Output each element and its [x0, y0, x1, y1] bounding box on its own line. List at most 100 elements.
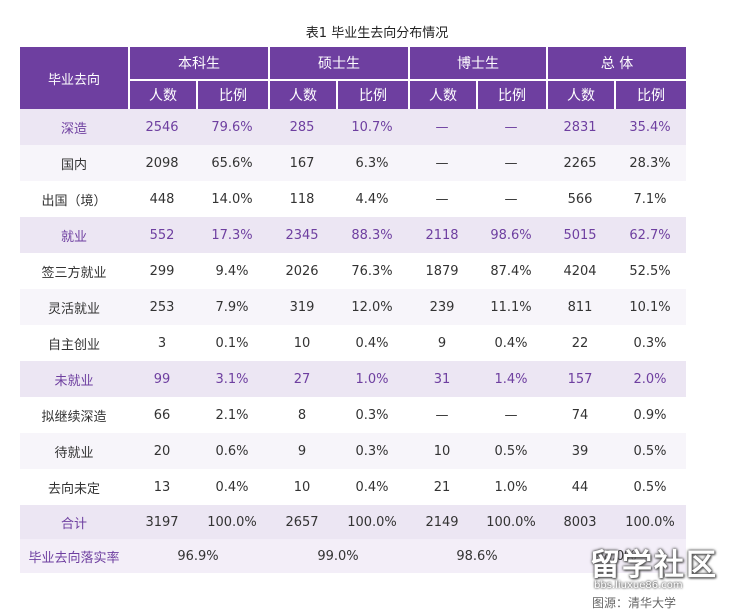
ratio-cell: 3.1% — [196, 361, 268, 397]
watermark-main: 留学社区 — [590, 548, 718, 583]
ratio-cell: 98.6% — [476, 217, 546, 253]
ratio-cell: 12.0% — [336, 289, 408, 325]
ratio-cell: 0.3% — [336, 433, 408, 469]
count-cell: 552 — [128, 217, 196, 253]
count-cell: 2098 — [128, 145, 196, 181]
count-cell: 4204 — [546, 253, 614, 289]
ratio-cell: 100.0% — [476, 505, 546, 539]
table-row: 自主创业 3 0.1% 10 0.4% 9 0.4% 22 0.3% — [20, 325, 687, 361]
count-cell: 3 — [128, 325, 196, 361]
ratio-cell: 28.3% — [614, 145, 687, 181]
count-cell: 2657 — [268, 505, 336, 539]
ratio-cell: — — [476, 109, 546, 145]
header-sub-count: 人数 — [268, 79, 336, 109]
ratio-cell: — — [476, 145, 546, 181]
ratio-cell: 0.9% — [614, 397, 687, 433]
count-cell: 27 — [268, 361, 336, 397]
row-label: 未就业 — [20, 361, 128, 397]
row-label: 灵活就业 — [20, 289, 128, 325]
count-cell: 2831 — [546, 109, 614, 145]
header-sub-ratio: 比例 — [476, 79, 546, 109]
count-cell: — — [408, 145, 476, 181]
count-cell: 319 — [268, 289, 336, 325]
table-row: 去向未定 13 0.4% 10 0.4% 21 1.0% 44 0.5% — [20, 469, 687, 505]
rate-value-phd: 98.6% — [408, 539, 546, 573]
count-cell: 10 — [268, 325, 336, 361]
count-cell: 285 — [268, 109, 336, 145]
table-caption: 表1 毕业生去向分布情况 — [305, 26, 449, 41]
ratio-cell: 10.1% — [614, 289, 687, 325]
header-group-phd: 博士生 — [408, 47, 546, 79]
ratio-cell: 0.3% — [614, 325, 687, 361]
ratio-cell: 0.5% — [614, 433, 687, 469]
row-label: 国内 — [20, 145, 128, 181]
ratio-cell: 11.1% — [476, 289, 546, 325]
ratio-cell: 10.7% — [336, 109, 408, 145]
header-sub-ratio: 比例 — [336, 79, 408, 109]
rate-row: 毕业去向落实率 96.9% 99.0% 98.6% 98.0% — [20, 539, 687, 573]
count-cell: 66 — [128, 397, 196, 433]
ratio-cell: 0.4% — [336, 325, 408, 361]
count-cell: 13 — [128, 469, 196, 505]
ratio-cell: 100.0% — [614, 505, 687, 539]
ratio-cell: 2.0% — [614, 361, 687, 397]
ratio-cell: 9.4% — [196, 253, 268, 289]
table-body: 深造 2546 79.6% 285 10.7% — —2831 35.4% 国内 2098 65.6… — [20, 109, 687, 573]
image-source-note: 图源：清华大学 — [592, 596, 677, 610]
ratio-cell: 0.1% — [196, 325, 268, 361]
rate-value-undergrad: 96.9% — [128, 539, 268, 573]
ratio-cell: 6.3% — [336, 145, 408, 181]
count-cell: 44 — [546, 469, 614, 505]
header-sub-count: 人数 — [128, 79, 196, 109]
header-group-master: 硕士生 — [268, 47, 408, 79]
header-sub-count: 人数 — [546, 79, 614, 109]
table-row: 就业 552 17.3% 2345 88.3% 2118 98.6% 5015 62.7% — [20, 217, 687, 253]
table-row: 深造 2546 79.6% 285 10.7% — —2831 35.4% — [20, 109, 687, 145]
watermark-url: bbs.liuxue86.com — [594, 580, 683, 591]
ratio-cell: 87.4% — [476, 253, 546, 289]
count-cell: 2265 — [546, 145, 614, 181]
count-cell: — — [408, 397, 476, 433]
rate-row-label: 毕业去向落实率 — [20, 539, 128, 573]
count-cell: 8003 — [546, 505, 614, 539]
count-cell: 253 — [128, 289, 196, 325]
ratio-cell: 88.3% — [336, 217, 408, 253]
rate-value-overall: 98.0% — [546, 539, 687, 573]
row-label: 签三方就业 — [20, 253, 128, 289]
ratio-cell: — — [476, 397, 546, 433]
count-cell: — — [408, 109, 476, 145]
row-label: 自主创业 — [20, 325, 128, 361]
ratio-cell: 0.5% — [614, 469, 687, 505]
table-row: 未就业 99 3.1% 27 1.0% 31 1.4% 157 2.0% — [20, 361, 687, 397]
ratio-cell: 0.4% — [336, 469, 408, 505]
row-label: 深造 — [20, 109, 128, 145]
ratio-cell: 62.7% — [614, 217, 687, 253]
count-cell: 239 — [408, 289, 476, 325]
ratio-cell: 52.5% — [614, 253, 687, 289]
ratio-cell: 2.1% — [196, 397, 268, 433]
ratio-cell: 14.0% — [196, 181, 268, 217]
count-cell: 566 — [546, 181, 614, 217]
ratio-cell: 0.5% — [476, 433, 546, 469]
count-cell: 8 — [268, 397, 336, 433]
count-cell: 39 — [546, 433, 614, 469]
row-label: 合计 — [20, 505, 128, 539]
header-group-undergrad: 本科生 — [128, 47, 268, 79]
ratio-cell: 0.4% — [476, 325, 546, 361]
table-row: 待就业 20 0.6% 9 0.3% 10 0.5% 39 0.5% — [20, 433, 687, 469]
count-cell: 74 — [546, 397, 614, 433]
table-row: 签三方就业 299 9.4% 2026 76.3% 1879 87.4% 4204 52.5% — [20, 253, 687, 289]
count-cell: 22 — [546, 325, 614, 361]
ratio-cell: — — [476, 181, 546, 217]
count-cell: 2546 — [128, 109, 196, 145]
header-first-col: 毕业去向 — [20, 47, 128, 109]
ratio-cell: 65.6% — [196, 145, 268, 181]
count-cell: 448 — [128, 181, 196, 217]
ratio-cell: 1.0% — [336, 361, 408, 397]
table-row: 国内 2098 65.6% 167 6.3% — —2265 28.3% — [20, 145, 687, 181]
ratio-cell: 100.0% — [196, 505, 268, 539]
table-row: 合计 3197 100.0% 2657 100.0% 2149 100.0% 8003 100.… — [20, 505, 687, 539]
table-row: 拟继续深造 66 2.1% 8 0.3% — —74 0.9% — [20, 397, 687, 433]
header-sub-ratio: 比例 — [614, 79, 687, 109]
count-cell: 20 — [128, 433, 196, 469]
